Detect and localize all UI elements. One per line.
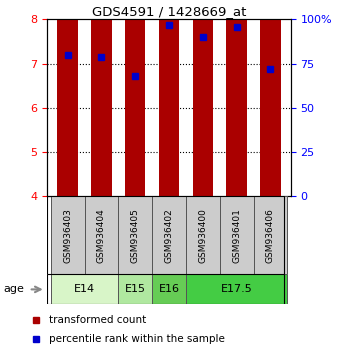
Text: GSM936400: GSM936400 xyxy=(198,208,207,263)
Bar xyxy=(226,0,247,196)
Bar xyxy=(84,196,118,274)
Text: E14: E14 xyxy=(74,284,95,295)
Bar xyxy=(159,0,179,196)
Title: GDS4591 / 1428669_at: GDS4591 / 1428669_at xyxy=(92,5,246,18)
Bar xyxy=(118,196,152,274)
Text: age: age xyxy=(3,284,24,295)
Bar xyxy=(57,0,78,196)
Bar xyxy=(118,274,152,304)
Bar xyxy=(91,0,112,196)
Text: E16: E16 xyxy=(159,284,179,295)
Text: transformed count: transformed count xyxy=(49,315,146,325)
Bar xyxy=(193,0,213,196)
Text: GSM936401: GSM936401 xyxy=(232,208,241,263)
Bar xyxy=(254,196,287,274)
Bar xyxy=(51,196,84,274)
Text: GSM936404: GSM936404 xyxy=(97,208,106,263)
Text: GSM936403: GSM936403 xyxy=(63,208,72,263)
Bar xyxy=(125,10,145,196)
Bar xyxy=(186,196,220,274)
Text: GSM936405: GSM936405 xyxy=(131,208,140,263)
Bar xyxy=(220,196,254,274)
Text: E17.5: E17.5 xyxy=(221,284,252,295)
Bar xyxy=(51,274,118,304)
Text: GSM936402: GSM936402 xyxy=(165,208,173,263)
Bar xyxy=(186,274,287,304)
Bar xyxy=(152,196,186,274)
Bar xyxy=(152,274,186,304)
Text: GSM936406: GSM936406 xyxy=(266,208,275,263)
Bar xyxy=(260,0,281,196)
Text: percentile rank within the sample: percentile rank within the sample xyxy=(49,333,224,344)
Text: E15: E15 xyxy=(125,284,146,295)
